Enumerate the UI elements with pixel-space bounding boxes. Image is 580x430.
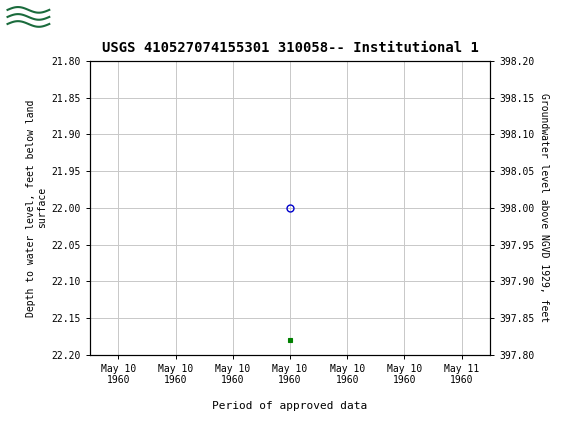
Y-axis label: Groundwater level above NGVD 1929, feet: Groundwater level above NGVD 1929, feet: [539, 93, 549, 322]
Text: USGS 410527074155301 310058-- Institutional 1: USGS 410527074155301 310058-- Institutio…: [102, 41, 478, 55]
Text: USGS: USGS: [55, 9, 110, 27]
Text: Period of approved data: Period of approved data: [212, 401, 368, 412]
FancyBboxPatch shape: [7, 3, 50, 32]
Y-axis label: Depth to water level, feet below land
surface: Depth to water level, feet below land su…: [26, 99, 48, 316]
